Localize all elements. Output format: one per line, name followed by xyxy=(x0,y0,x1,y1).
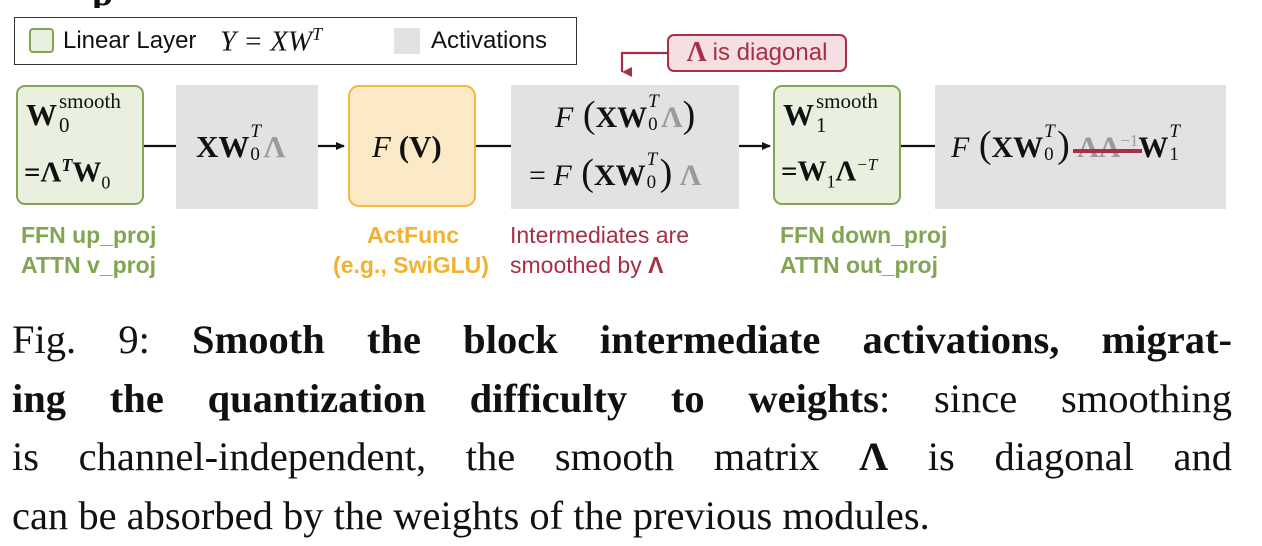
legend: Linear Layer Y = XWT Activations xyxy=(14,17,577,65)
final-expression: F (XW T 0) ΛΛ−1 W T 1 xyxy=(951,121,1180,166)
clipped-heading-fragment: p xyxy=(92,0,182,8)
linear-layer-swatch xyxy=(29,28,54,53)
caption-intermediate: Intermediates are smoothed by Λ xyxy=(510,222,689,278)
caption-line-1: Fig. 9: Smooth the block intermediate ac… xyxy=(12,317,1232,362)
caption-line-4: can be absorbed by the weights of the pr… xyxy=(12,492,930,538)
eq-f-xw0t-times-lambda: = F (XW T 0) Λ xyxy=(529,149,702,194)
callout-text: is diagonal xyxy=(712,39,828,66)
figure-caption: Fig. 9: Smooth the block intermediate ac… xyxy=(12,311,1232,545)
caption-line-3: is channel-independent, the smooth matri… xyxy=(12,434,1233,479)
activation-block-1: XW T 0 Λ xyxy=(176,85,318,209)
diagonal-callout: Λ is diagonal xyxy=(667,34,847,72)
w1-lambda-neg-t: =W1Λ−T xyxy=(781,155,878,192)
lambda-symbol: Λ xyxy=(686,37,707,68)
legend-linear-equation: Y = XWT xyxy=(220,24,323,58)
activation-block-3: F (XW T 0) ΛΛ−1 W T 1 xyxy=(935,85,1226,209)
activation-block-2: F (XW T 0 Λ) = F (XW T 0) Λ xyxy=(511,85,739,209)
connectors xyxy=(144,51,935,150)
cancelled-lambda-pair: ΛΛ−1 xyxy=(1073,131,1143,165)
legend-activations-label: Activations xyxy=(431,27,548,54)
lambda-t-w0: =ΛTW0 xyxy=(24,155,111,193)
activations-swatch xyxy=(394,28,420,54)
caption-up-proj: FFN up_proj ATTN v_proj xyxy=(21,222,157,278)
strike-line xyxy=(1073,148,1143,153)
legend-linear-label: Linear Layer xyxy=(63,27,197,54)
callout-pointer-arrow xyxy=(620,51,667,77)
f-of-v: F (V) xyxy=(372,129,442,164)
caption-down-proj: FFN down_proj ATTN out_proj xyxy=(780,222,948,278)
actfunc-block: F (V) xyxy=(348,85,476,207)
caption-actfunc: ActFunc (e.g., SwiGLU) xyxy=(333,222,489,278)
xw0t-lambda: XW T 0 Λ xyxy=(196,121,286,165)
f-xw0t-lambda: F (XW T 0 Λ) xyxy=(555,91,696,136)
caption-line-2: ing the quantization difficulty to weigh… xyxy=(12,375,1232,421)
